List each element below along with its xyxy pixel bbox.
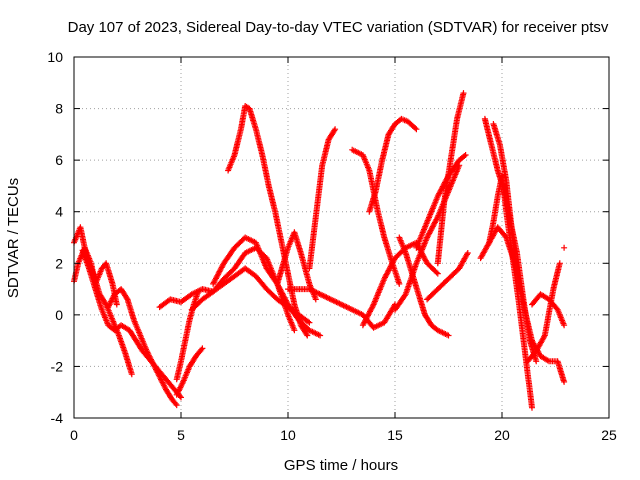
y-tick-labels: -4 -2 0 2 4 6 8 10 [47,49,63,426]
series-track-18 [396,234,452,339]
data-point [561,378,568,385]
data-point [556,260,563,267]
data-point [306,319,313,326]
data-point [461,153,468,159]
data-point [173,402,180,409]
data-point [561,322,568,329]
data-point [413,126,420,133]
data-point [460,90,467,97]
data-point [533,358,540,365]
data-point [123,295,130,302]
y-tick-label: 8 [55,101,63,117]
y-tick-label: -2 [51,358,64,374]
data-point [529,404,535,411]
data-point [331,127,338,134]
data-point [312,296,319,303]
data-point [445,332,452,339]
data-point [113,301,120,308]
data-point [561,244,568,251]
data-point [199,345,206,352]
data-point [462,152,469,158]
series-track-15 [366,115,420,215]
x-tick-label: 25 [601,427,617,443]
y-tick-label: 6 [55,152,63,168]
data-point [128,371,135,378]
data-point [303,331,310,338]
series-track-20 [434,90,467,267]
x-tick-label: 0 [70,427,78,443]
x-axis-label: GPS time / hours [284,457,398,474]
series-track-28 [561,244,568,251]
data-point [198,346,205,353]
series-track-26 [529,291,568,329]
data-point [305,318,312,325]
series-track-05 [173,345,206,398]
axis-ticks [73,56,610,419]
data-point [332,126,339,133]
y-tick-label: 0 [55,307,63,323]
series-track-12 [306,126,339,272]
x-tick-label: 5 [177,427,185,443]
data-point [317,332,324,339]
series-track-10 [225,103,311,339]
data-point [464,250,471,256]
series-track-03 [79,247,184,401]
data-point [102,300,109,307]
series-track-13 [285,286,398,331]
x-tick-labels: 0 5 10 15 20 25 [70,427,617,443]
data-point [516,286,523,293]
data-point [412,125,419,132]
series-track-17 [392,162,463,313]
y-tick-label: -4 [51,410,64,426]
data-point [433,269,440,276]
chart-title: Day 107 of 2023, Sidereal Day-to-day VTE… [68,19,609,36]
data-point [434,270,441,277]
data-point [544,357,551,364]
y-tick-label: 2 [55,255,63,271]
series-track-04 [105,286,180,409]
data-point [172,400,179,407]
data-point [434,215,441,222]
y-axis-label: SDTVAR / TECUs [5,178,22,298]
y-tick-label: 10 [47,49,63,65]
series-track-25 [490,121,523,293]
data-point [291,327,298,334]
data-point [304,332,311,339]
data-point [178,394,184,401]
x-tick-label: 10 [280,427,296,443]
plot-frame [73,56,610,419]
x-tick-label: 15 [387,427,403,443]
series-track-14 [349,146,403,287]
y-tick-label: 4 [55,204,63,220]
data-point [396,280,403,287]
data-marks [71,90,568,411]
series-track-21 [424,250,471,303]
series-track-11 [274,229,319,303]
series-track-01 [71,224,135,378]
series-track-27 [524,260,563,365]
x-tick-label: 20 [494,427,510,443]
